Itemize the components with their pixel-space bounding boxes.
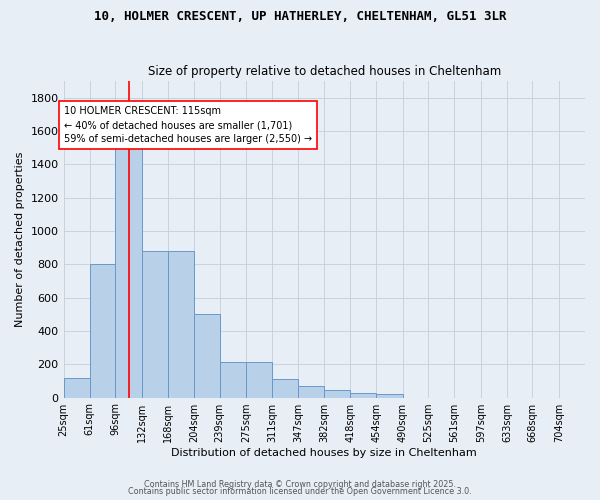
Bar bbox=[324, 390, 350, 398]
Text: Contains public sector information licensed under the Open Government Licence 3.: Contains public sector information licen… bbox=[128, 488, 472, 496]
Bar bbox=[64, 378, 90, 398]
Bar bbox=[168, 251, 194, 398]
Title: Size of property relative to detached houses in Cheltenham: Size of property relative to detached ho… bbox=[148, 66, 501, 78]
Text: 10 HOLMER CRESCENT: 115sqm
← 40% of detached houses are smaller (1,701)
59% of s: 10 HOLMER CRESCENT: 115sqm ← 40% of deta… bbox=[64, 106, 311, 144]
Bar bbox=[272, 380, 298, 398]
Bar bbox=[115, 146, 142, 398]
Bar bbox=[142, 251, 168, 398]
Text: 10, HOLMER CRESCENT, UP HATHERLEY, CHELTENHAM, GL51 3LR: 10, HOLMER CRESCENT, UP HATHERLEY, CHELT… bbox=[94, 10, 506, 23]
Bar bbox=[376, 394, 403, 398]
Text: Contains HM Land Registry data © Crown copyright and database right 2025.: Contains HM Land Registry data © Crown c… bbox=[144, 480, 456, 489]
Y-axis label: Number of detached properties: Number of detached properties bbox=[15, 152, 25, 327]
Bar bbox=[298, 386, 324, 398]
Bar bbox=[194, 314, 220, 398]
Bar bbox=[350, 392, 376, 398]
Bar bbox=[246, 362, 272, 398]
Bar bbox=[220, 362, 246, 398]
Bar bbox=[90, 264, 115, 398]
X-axis label: Distribution of detached houses by size in Cheltenham: Distribution of detached houses by size … bbox=[172, 448, 477, 458]
